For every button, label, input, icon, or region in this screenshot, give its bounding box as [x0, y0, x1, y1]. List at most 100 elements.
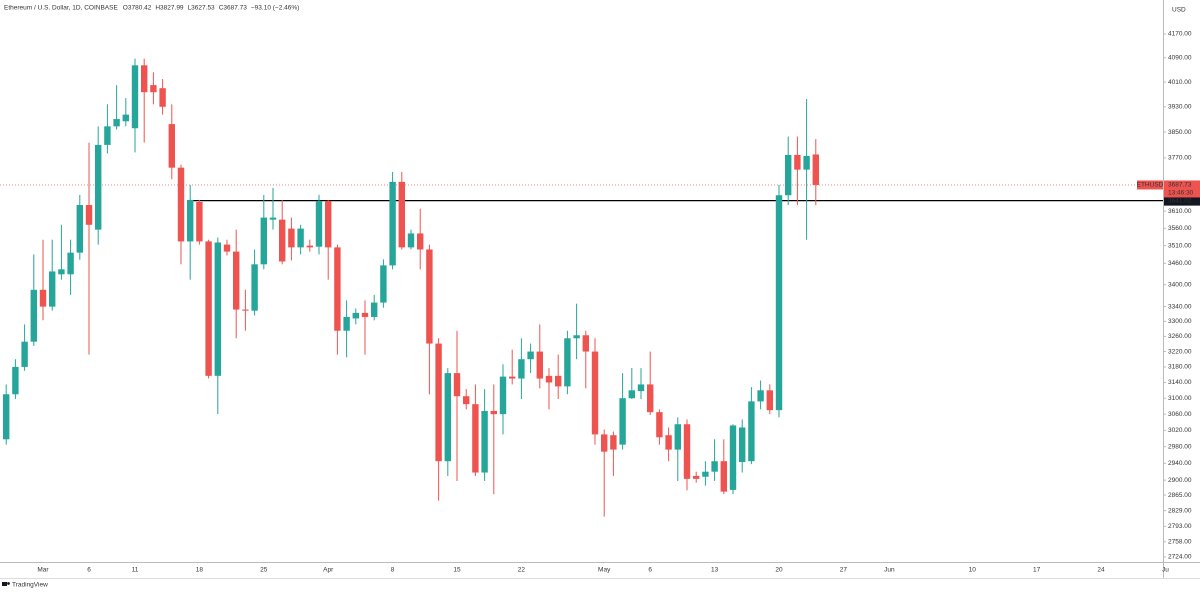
candle-body	[67, 252, 74, 275]
y-tick-label: 3400.00	[1168, 281, 1192, 288]
candle-body	[325, 200, 332, 248]
x-tick-label: 8	[391, 567, 395, 574]
last-price-label: 3687.73	[1168, 182, 1192, 189]
x-tick-label: 27	[840, 567, 848, 574]
x-tick-label: 24	[1097, 567, 1105, 574]
candle-body	[444, 373, 451, 462]
y-tick-label: 2758.00	[1168, 539, 1192, 546]
candle-body	[159, 88, 166, 107]
candle-body	[389, 181, 396, 266]
candle-body	[564, 338, 571, 387]
candle-body	[49, 271, 56, 307]
candle-body	[251, 264, 258, 311]
x-tick-label: 11	[132, 567, 139, 574]
y-tick-label: 2980.00	[1168, 443, 1192, 450]
x-tick-label: 10	[969, 567, 977, 574]
x-tick-label: 6	[648, 567, 652, 574]
candle-body	[582, 335, 589, 352]
candle-body	[490, 410, 497, 415]
candle-body	[85, 205, 93, 225]
candle-body	[591, 351, 599, 435]
candle-body	[380, 265, 387, 303]
y-tick-label: 3100.00	[1168, 395, 1192, 402]
candle-body	[803, 155, 810, 170]
chart-title: Ethereum / U.S. Dollar, 1D, COINBASE	[4, 5, 118, 12]
candle-body	[674, 424, 681, 450]
y-tick-label: 3850.00	[1168, 129, 1192, 136]
candle-body	[104, 126, 111, 145]
candle-body	[794, 154, 801, 170]
y-tick-label: 4090.00	[1168, 55, 1192, 62]
x-tick-label: Jun	[884, 567, 895, 574]
y-tick-label: 3220.00	[1168, 348, 1192, 355]
candle-body	[76, 205, 83, 253]
candle-body	[242, 309, 249, 311]
candle-body	[720, 461, 727, 492]
candle-body	[131, 65, 139, 129]
y-tick-label: 2724.00	[1168, 554, 1192, 561]
ohlc-value: O3780.42	[123, 5, 152, 12]
candle-body	[656, 412, 663, 438]
candle-body	[306, 245, 313, 248]
candle-body	[398, 181, 405, 248]
countdown-label: 13:46:30	[1168, 190, 1194, 197]
x-tick-label: Mar	[37, 567, 49, 574]
candle-body	[269, 217, 277, 220]
candle-body	[150, 85, 157, 93]
x-tick-label: May	[598, 567, 611, 574]
y-tick-label: 3610.00	[1168, 208, 1192, 215]
symbol-label-box	[1137, 180, 1163, 190]
candle-body	[435, 343, 442, 462]
candle-body	[555, 375, 562, 387]
candle-body	[748, 401, 755, 462]
candle-body	[214, 242, 221, 376]
candle-body	[481, 410, 488, 473]
candle-body	[3, 394, 10, 440]
y-tick-label: 3300.00	[1168, 318, 1192, 325]
candle-body	[463, 396, 470, 405]
y-tick-label: 2940.00	[1168, 460, 1192, 467]
candle-body	[352, 312, 359, 319]
y-tick-label: 3260.00	[1168, 333, 1192, 340]
y-tick-label: 2900.00	[1168, 477, 1192, 484]
candle-body	[509, 376, 516, 379]
y-tick-label: 2865.00	[1168, 492, 1192, 499]
x-tick-label: 13	[711, 567, 719, 574]
candle-body	[545, 375, 553, 383]
y-tick-label: 3180.00	[1168, 364, 1192, 371]
candle-body	[205, 241, 212, 376]
candle-body	[315, 200, 323, 247]
plot-area	[0, 58, 1163, 517]
candle-body	[343, 316, 350, 331]
candle-body	[177, 167, 185, 242]
candle-body	[122, 114, 129, 122]
candle-body	[361, 312, 369, 317]
x-tick-label: 17	[1033, 567, 1041, 574]
candle-body	[223, 244, 231, 252]
x-tick-label: 20	[775, 567, 783, 574]
ohlc-value: −93.10 (−2.46%)	[251, 5, 299, 12]
candle-body	[95, 144, 102, 230]
brand-logo	[2, 582, 10, 586]
candle-body	[518, 359, 525, 379]
candle-body	[426, 249, 433, 344]
candle-body	[812, 154, 819, 185]
y-tick-label: 3020.00	[1168, 427, 1192, 434]
y-tick-label: 3560.00	[1168, 225, 1192, 232]
candle-body	[637, 384, 645, 392]
hline-label: 3641.02	[1168, 197, 1192, 204]
candle-body	[619, 398, 626, 445]
candle-body	[58, 269, 65, 275]
candle-body	[196, 201, 203, 242]
hline-label-box	[1164, 195, 1200, 206]
candle-body	[30, 289, 37, 342]
candle-body	[683, 424, 691, 479]
y-tick-label: 3460.00	[1168, 260, 1192, 267]
brand: TradingView	[12, 582, 48, 589]
x-tick-label: 15	[453, 567, 461, 574]
x-tick-label: 6	[87, 567, 91, 574]
candle-body	[729, 425, 737, 490]
candle-body	[757, 390, 764, 402]
candle-body	[453, 373, 461, 397]
